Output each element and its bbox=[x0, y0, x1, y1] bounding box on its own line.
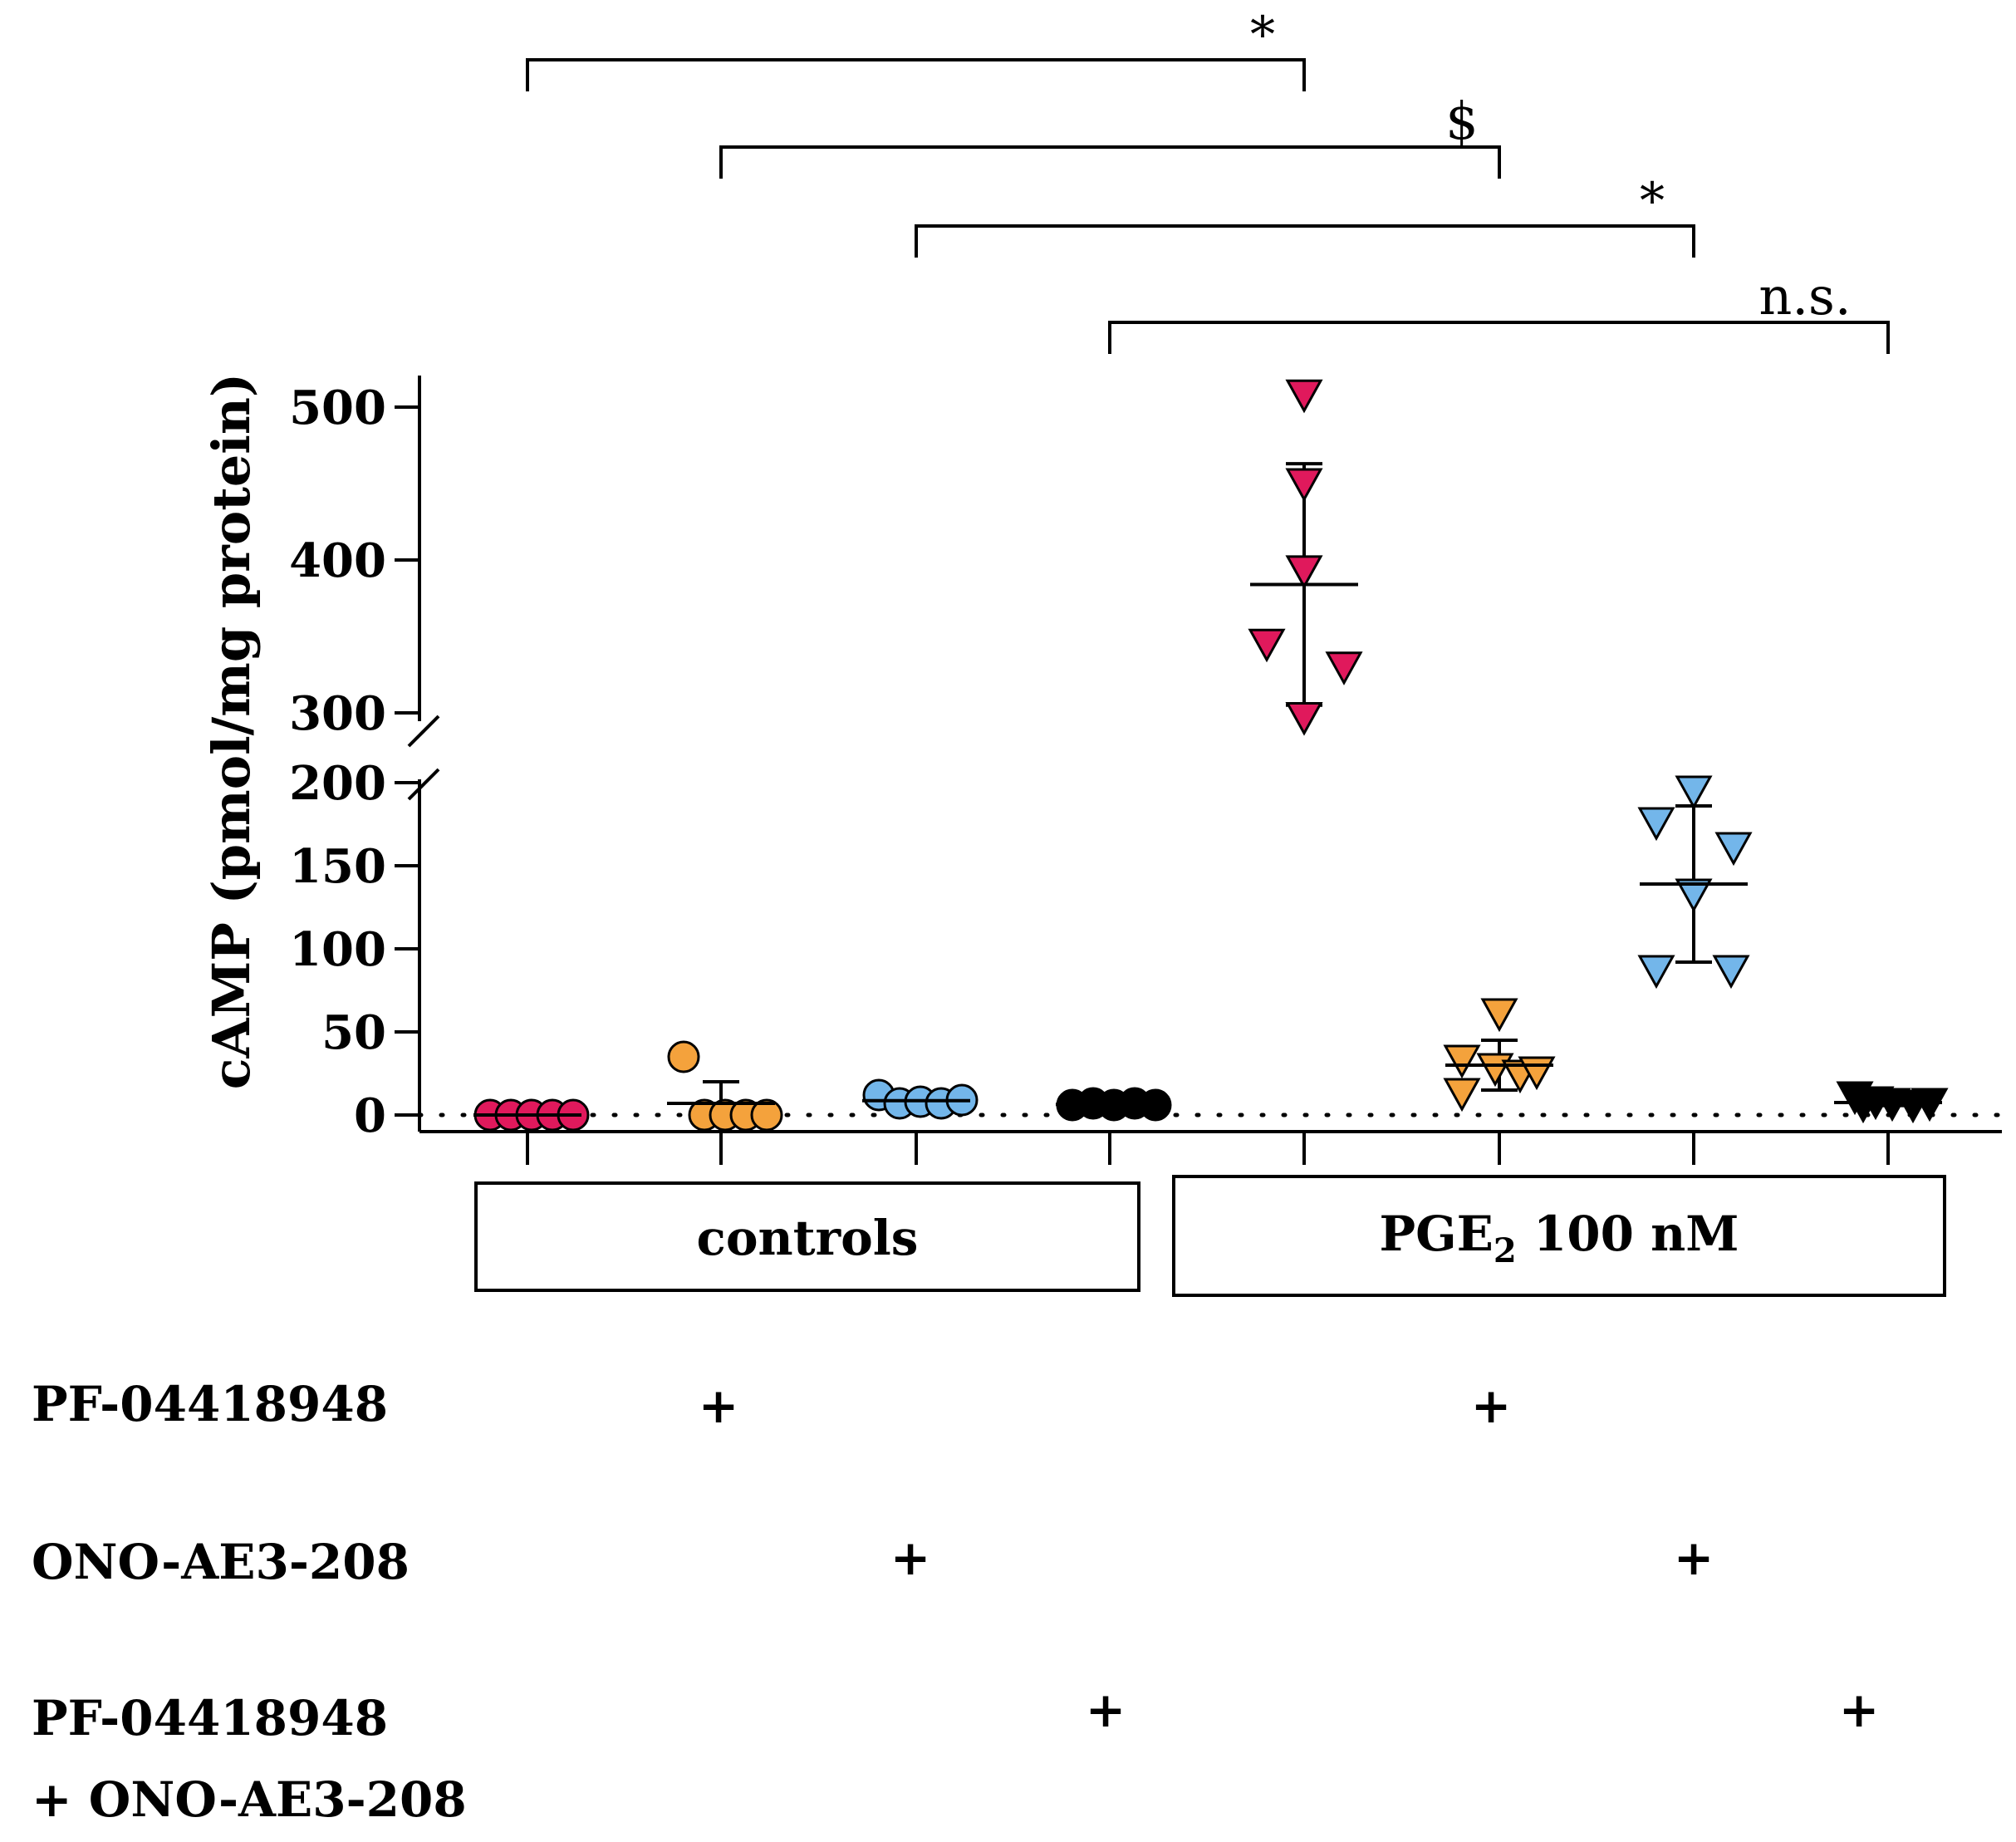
treatment-label: ONO-AE3-208 bbox=[32, 1534, 410, 1590]
data-point bbox=[1712, 955, 1750, 990]
data-point bbox=[1714, 832, 1753, 867]
significance-bracket bbox=[719, 145, 1501, 179]
data-point bbox=[1675, 775, 1713, 810]
data-point bbox=[1844, 1089, 1882, 1124]
group-2-points bbox=[862, 1078, 979, 1120]
group-4-points bbox=[1248, 379, 1363, 736]
plus-mark: + bbox=[1674, 1530, 1714, 1586]
group-5-points bbox=[1443, 998, 1556, 1113]
group-boxes: controls PGE2 100 nM bbox=[474, 1175, 1946, 1297]
pge2-box-label: PGE2 100 nM bbox=[1379, 1206, 1739, 1270]
data-point bbox=[1443, 1044, 1481, 1079]
plus-mark: + bbox=[890, 1530, 931, 1586]
y-axis-label: cAMP (pmol/mg protein) bbox=[201, 373, 262, 1090]
y-tick-label: 50 bbox=[321, 1005, 386, 1060]
y-axis: 0 50 100 150 200 300 400 500 bbox=[289, 376, 2004, 1165]
plus-mark: + bbox=[1839, 1682, 1880, 1738]
treatment-label: + ONO-AE3-208 bbox=[32, 1771, 467, 1828]
y-tick-label: 100 bbox=[289, 922, 386, 977]
y-tick-label: 500 bbox=[289, 381, 386, 435]
significance-bracket bbox=[915, 224, 1695, 258]
data-series bbox=[473, 379, 1949, 1132]
axis-break-mark bbox=[407, 715, 440, 748]
data-point bbox=[1285, 468, 1323, 503]
data-point bbox=[1637, 955, 1675, 990]
significance-brackets: * $ * n.s. bbox=[526, 6, 1890, 354]
significance-label: * bbox=[1250, 6, 1275, 64]
y-tick-label: 200 bbox=[289, 756, 386, 811]
data-point bbox=[1675, 878, 1713, 913]
data-point bbox=[750, 1098, 783, 1132]
significance-bracket bbox=[1108, 321, 1890, 354]
significance-bracket bbox=[526, 58, 1306, 91]
data-point bbox=[1285, 379, 1323, 414]
axis-break-mark bbox=[407, 768, 440, 801]
data-point bbox=[1248, 628, 1286, 663]
significance-label: $ bbox=[1445, 91, 1478, 151]
data-point bbox=[1443, 1078, 1481, 1113]
significance-label: n.s. bbox=[1758, 266, 1851, 327]
data-point bbox=[1480, 998, 1518, 1033]
data-point bbox=[1285, 702, 1323, 736]
controls-box-label: controls bbox=[697, 1210, 919, 1266]
plus-mark: + bbox=[1471, 1378, 1512, 1434]
data-point bbox=[667, 1040, 700, 1073]
plus-mark: + bbox=[699, 1378, 739, 1434]
group-0-points bbox=[473, 1098, 590, 1132]
group-7-points bbox=[1834, 1081, 1949, 1124]
significance-label: * bbox=[1640, 172, 1665, 230]
y-tick-label: 0 bbox=[354, 1088, 386, 1143]
treatment-label: PF-04418948 bbox=[32, 1376, 388, 1432]
plus-mark: + bbox=[1086, 1682, 1126, 1738]
data-point bbox=[1285, 555, 1323, 589]
data-point bbox=[1637, 807, 1675, 842]
pge2-box bbox=[1172, 1175, 1946, 1297]
y-tick-label: 150 bbox=[289, 839, 386, 894]
treatment-rows: PF-04418948 + + ONO-AE3-208 + + PF-04418948 + O… bbox=[32, 1376, 1879, 1828]
group-3-points bbox=[1056, 1087, 1172, 1122]
y-tick-label: 300 bbox=[289, 686, 386, 741]
treatment-label: PF-04418948 bbox=[32, 1690, 388, 1746]
data-point bbox=[1325, 651, 1363, 685]
controls-box bbox=[474, 1181, 1140, 1292]
group-6-points bbox=[1637, 775, 1753, 990]
group-1-points bbox=[667, 1040, 783, 1132]
y-tick-label: 400 bbox=[289, 533, 386, 588]
